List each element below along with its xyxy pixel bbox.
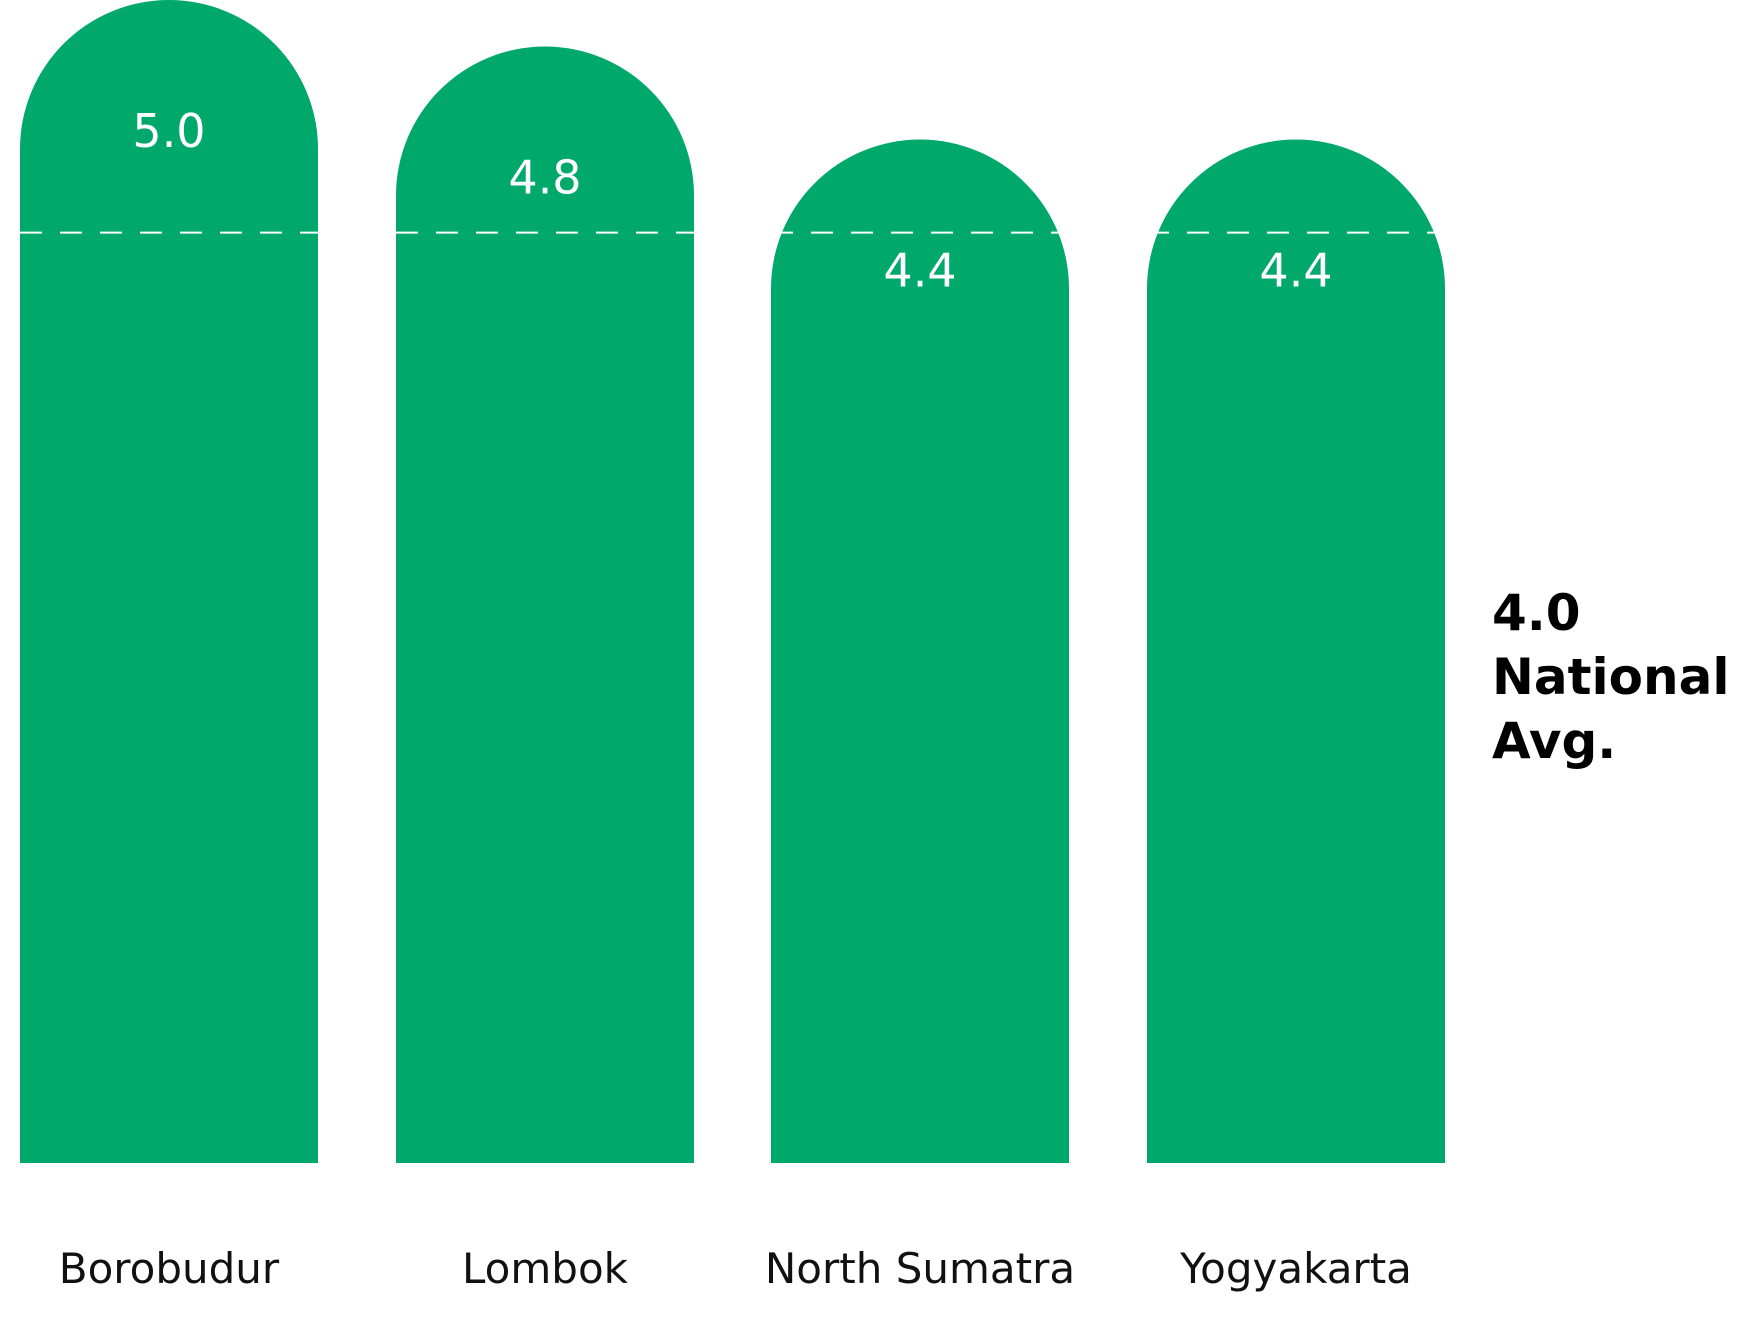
data-label-north-sumatra: 4.4 [883, 244, 956, 298]
labels-layer: 5.0 Borobudur 4.8 Lombok 4.4 North Sumatra 4.4… [59, 104, 1412, 1293]
data-label-borobudur: 5.0 [132, 104, 205, 158]
data-label-yogyakarta: 4.4 [1259, 244, 1332, 298]
category-label-north-sumatra: North Sumatra [765, 1244, 1075, 1293]
average-label-line-1: National [1492, 648, 1729, 706]
data-label-lombok: 4.8 [508, 151, 581, 205]
category-label-yogyakarta: Yogyakarta [1179, 1244, 1412, 1293]
average-label-line-2: Avg. [1492, 712, 1616, 770]
bar-yogyakarta [1147, 139, 1445, 1163]
category-label-borobudur: Borobudur [59, 1244, 280, 1293]
average-value-label: 4.0 [1492, 584, 1581, 642]
bar-lombok [396, 46, 694, 1163]
bar-north-sumatra [771, 139, 1069, 1163]
bar-borobudur [20, 0, 318, 1163]
category-label-lombok: Lombok [462, 1244, 629, 1293]
national-average-label: 4.0 National Avg. [1492, 584, 1729, 770]
bars-layer [20, 0, 1445, 1163]
